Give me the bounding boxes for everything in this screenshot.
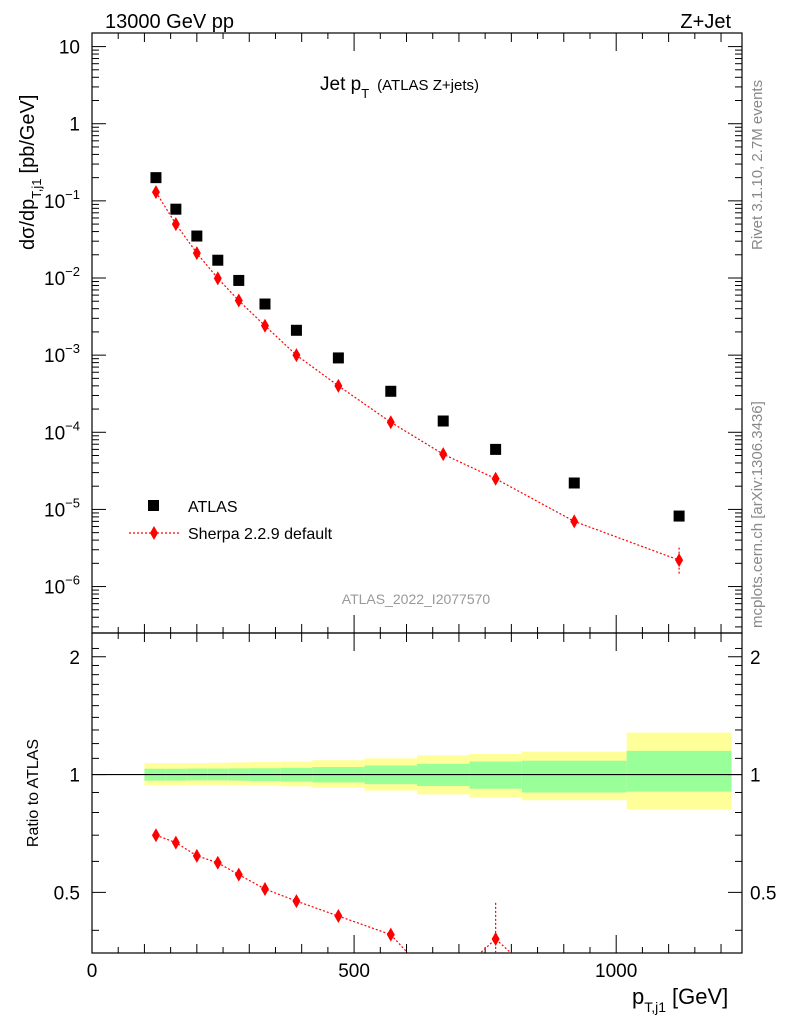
atlas-data-point [437, 415, 449, 427]
ratio-sherpa-data-point [491, 932, 500, 947]
legend-atlas-marker [148, 500, 159, 511]
sherpa-data-point [171, 217, 180, 232]
sherpa-data-point [491, 471, 500, 486]
main-y-tick-label: 10−2 [44, 264, 80, 290]
main-title-extra: (ATLAS Z+jets) [377, 77, 479, 94]
mcplots-label: mcplots.cern.ch [arXiv:1306.3436] [749, 401, 766, 628]
atlas-data-point [170, 203, 182, 215]
atlas-data-point [332, 352, 344, 364]
main-title: Jet pT (ATLAS Z+jets) [320, 74, 479, 101]
atlas-data-point [212, 254, 224, 266]
main-panel-frame [91, 32, 743, 634]
header-process-label: Z+Jet [680, 11, 731, 33]
atlas-data-point [290, 324, 302, 336]
ratio-clipped-group [151, 828, 512, 953]
sherpa-data-point [260, 318, 269, 333]
sherpa-data-point [292, 348, 301, 363]
main-y-tick-label-exp: −5 [65, 495, 80, 510]
main-y-axis-label: dσ/dpT,j1 [pb/GeV] [17, 95, 44, 250]
ratio-y-tick-label-right: 2 [750, 648, 761, 669]
legend-sherpa-marker [150, 526, 158, 540]
ratio-sherpa-data-point [151, 828, 160, 843]
main-y-tick-label-exp: −3 [65, 341, 80, 356]
atlas-data-point [490, 443, 502, 455]
atlas-data-point [233, 274, 245, 286]
x-label-text: p [632, 984, 644, 1009]
main-y-tick-label: 10−4 [44, 418, 80, 444]
main-y-tick-label-base: 10 [44, 500, 65, 521]
atlas-data-point [385, 385, 397, 397]
ratio-y-tick-label: 2 [69, 648, 80, 669]
sherpa-data-point [334, 378, 343, 393]
ratio-panel-frame [91, 632, 743, 954]
main-y-label-sub: T,j1 [29, 178, 44, 198]
ratio-y-axis-label: Ratio to ATLAS [25, 739, 42, 847]
ratio-y-tick-label: 1 [69, 766, 80, 787]
ratio-sherpa-data-point [234, 867, 243, 882]
legend: ATLAS Sherpa 2.2.9 default [129, 499, 333, 543]
sherpa-data-point [386, 415, 395, 430]
inner-band-bin [626, 750, 732, 792]
main-y-tick-label-exp: −4 [65, 418, 80, 433]
main-y-tick-label: 10−1 [44, 187, 80, 213]
main-y-tick-label: 10−3 [44, 341, 80, 367]
sherpa-data-point [192, 246, 201, 261]
main-title-text: Jet p [320, 74, 361, 95]
main-data-layer [150, 172, 685, 576]
ratio-sherpa-data-point [192, 848, 201, 863]
atlas-data-point [259, 298, 271, 310]
main-y-tick-label: 10 [59, 38, 80, 59]
ratio-sherpa-data-point [171, 835, 180, 850]
atlas-data-point [150, 172, 162, 184]
main-y-tick-label-base: 10 [44, 269, 65, 290]
x-tick-label: 500 [338, 961, 370, 982]
analysis-id-label: ATLAS_2022_I2077570 [342, 591, 491, 607]
header-energy-label: 13000 GeV pp [105, 11, 234, 33]
rivet-label: Rivet 3.1.10, 2.7M events [749, 80, 766, 250]
x-label-sub: T,j1 [644, 999, 666, 1015]
legend-sherpa-label: Sherpa 2.2.9 default [188, 526, 333, 543]
main-y-tick-label-base: 10 [44, 578, 65, 599]
ratio-y-tick-label: 0.5 [54, 883, 80, 904]
ratio-y-tick-label-right: 1 [750, 766, 761, 787]
legend-atlas-label: ATLAS [188, 499, 238, 516]
main-y-tick-label-exp: −1 [65, 187, 80, 202]
atlas-data-point [673, 510, 685, 522]
main-y-tick-label-base: 10 [44, 346, 65, 367]
sherpa-data-point [151, 185, 160, 200]
atlas-data-point [568, 477, 580, 489]
main-y-label-text: dσ/dp [17, 199, 39, 250]
sherpa-data-point [234, 293, 243, 308]
x-axis-label: pT,j1 [GeV] [632, 984, 728, 1015]
ratio-sherpa-line [155, 834, 409, 953]
ratio-sherpa-data-point [213, 855, 222, 870]
main-y-tick-label: 1 [69, 115, 80, 136]
x-label-unit: [GeV] [672, 984, 728, 1009]
ratio-data-layer [151, 828, 512, 953]
x-tick-label: 0 [87, 961, 98, 982]
atlas-data-point [191, 230, 203, 242]
inner-band-bin [521, 760, 627, 793]
main-y-tick-label: 10−5 [44, 495, 80, 521]
main-y-label-unit: [pb/GeV] [17, 95, 39, 174]
main-y-tick-label: 10−6 [44, 573, 80, 599]
sherpa-data-point [439, 447, 448, 462]
main-y-tick-label-exp: −2 [65, 264, 80, 279]
x-tick-label: 1000 [595, 961, 637, 982]
main-y-tick-label-base: 10 [44, 423, 65, 444]
sherpa-data-point [570, 514, 579, 529]
ratio-sherpa-data-point [260, 882, 269, 897]
ratio-uncertainty-bands [92, 732, 742, 810]
sherpa-data-point [675, 553, 684, 568]
main-y-tick-label-exp: −6 [65, 573, 80, 588]
ratio-sherpa-data-point [386, 927, 395, 942]
ratio-y-tick-label-right: 0.5 [750, 883, 776, 904]
sherpa-data-point [213, 271, 222, 286]
ratio-sherpa-data-point [292, 894, 301, 909]
main-y-tick-label-base: 10 [44, 192, 65, 213]
ratio-sherpa-data-point [334, 909, 343, 924]
main-title-sub: T [361, 86, 369, 101]
